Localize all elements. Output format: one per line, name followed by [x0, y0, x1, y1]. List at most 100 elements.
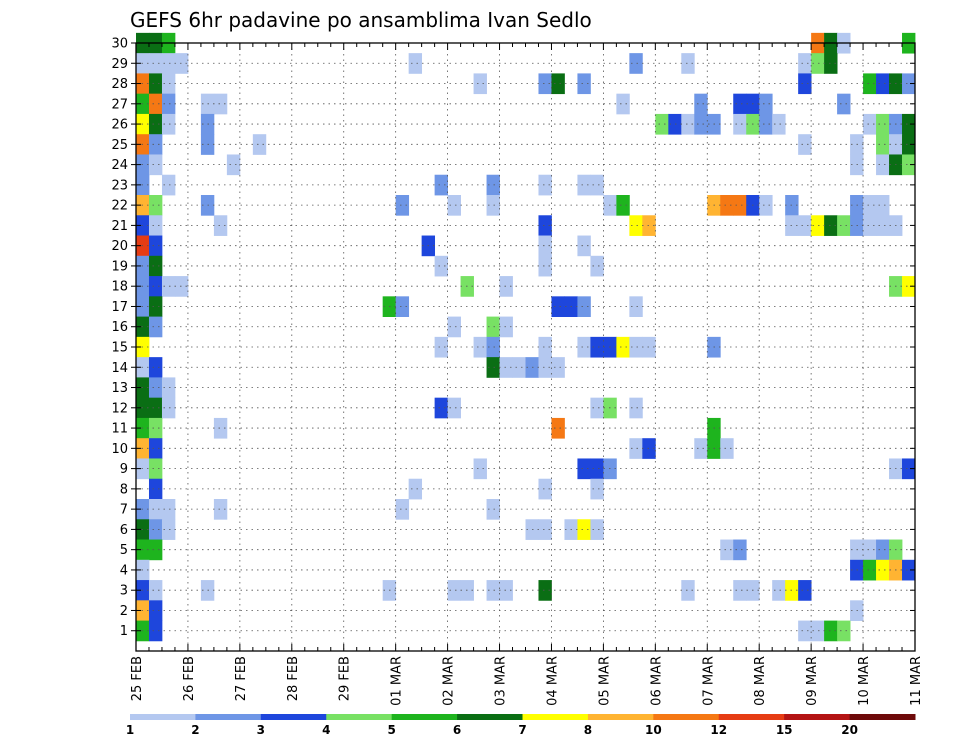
y-tick-label: 15: [111, 341, 128, 356]
heatmap-cell: [720, 195, 734, 216]
y-tick-label: 23: [111, 178, 128, 193]
heatmap-cell: [876, 539, 890, 561]
heatmap-cell: [642, 438, 656, 459]
y-tick-label: 21: [111, 219, 128, 234]
heatmap-cell: [642, 336, 656, 358]
heatmap-cell: [694, 113, 708, 135]
colorbar-label: 20: [841, 723, 858, 737]
heatmap-cell: [837, 620, 851, 642]
colorbar-segment: [653, 714, 720, 720]
heatmap-cell: [213, 93, 228, 115]
heatmap-cell: [590, 458, 604, 480]
heatmap-cell: [629, 336, 643, 358]
y-tick-label: 8: [120, 482, 128, 497]
heatmap-cell: [473, 458, 487, 480]
heatmap-cell: [148, 235, 163, 257]
heatmap-cell: [629, 397, 643, 419]
heatmap-cell: [486, 195, 500, 216]
y-tick-label: 17: [111, 300, 128, 315]
colorbar-segment: [522, 714, 589, 720]
heatmap-cell: [148, 417, 163, 439]
x-tick-label: 29 FEB: [338, 656, 353, 701]
colorbar-label: 12: [710, 723, 727, 737]
colorbar-label: 8: [584, 723, 592, 737]
heatmap-cell: [811, 53, 825, 74]
heatmap-cell: [148, 113, 163, 135]
heatmap-cell: [655, 113, 669, 135]
x-tick-label: 03 MAR: [494, 656, 509, 706]
x-tick-label: 25 FEB: [130, 656, 145, 701]
heatmap-cell: [538, 235, 552, 257]
colorbar-label: 3: [257, 723, 265, 737]
colorbar-segment: [718, 714, 785, 720]
heatmap-cell: [538, 580, 552, 601]
heatmap-cell: [148, 458, 163, 480]
x-tick-label: 07 MAR: [701, 656, 716, 706]
colorbar-label: 7: [518, 723, 526, 737]
heatmap-cell: [577, 336, 591, 358]
y-tick-label: 10: [111, 442, 128, 457]
heatmap-cell: [447, 397, 461, 419]
heatmap-cell: [694, 438, 708, 459]
heatmap-cell: [863, 559, 877, 581]
heatmap-cell: [551, 73, 565, 95]
heatmap-cell: [733, 93, 747, 115]
heatmap-cell: [499, 357, 513, 378]
heatmap-cell: [148, 134, 163, 155]
heatmap-cell: [486, 580, 500, 601]
x-tick-label: 11 MAR: [909, 656, 924, 706]
heatmap-cell: [616, 93, 630, 115]
colorbar-segment: [326, 714, 393, 720]
heatmap-cell: [395, 296, 410, 317]
colorbar-segment: [195, 714, 262, 720]
heatmap-cell: [577, 519, 591, 540]
heatmap-cell: [174, 53, 189, 74]
heatmap-cell: [590, 255, 604, 277]
y-tick-label: 22: [111, 199, 128, 214]
heatmap-cell: [733, 580, 747, 601]
heatmap-cell: [551, 296, 565, 317]
heatmap-cell: [408, 478, 423, 500]
heatmap-cell: [590, 519, 604, 540]
heatmap-cell: [174, 276, 189, 297]
heatmap-cell: [538, 73, 552, 95]
heatmap-cell: [148, 316, 163, 338]
heatmap-cell: [226, 154, 241, 176]
heatmap-cell: [876, 215, 890, 236]
heatmap-cell: [902, 154, 916, 176]
heatmap-cell: [863, 113, 877, 135]
y-tick-label: 5: [120, 543, 128, 558]
heatmap-cell: [538, 478, 552, 500]
heatmap-cell: [629, 438, 643, 459]
heatmap-cell: [447, 316, 461, 338]
heatmap-cell: [798, 580, 812, 601]
heatmap-cell: [759, 195, 773, 216]
heatmap-cell: [486, 499, 500, 520]
x-tick-label: 26 FEB: [182, 656, 197, 701]
x-tick-label: 08 MAR: [753, 656, 768, 706]
heatmap-cell: [798, 620, 812, 642]
heatmap-cell: [551, 357, 565, 378]
y-tick-label: 9: [120, 462, 128, 477]
heatmap-cell: [902, 559, 916, 581]
heatmap-cell: [902, 73, 916, 95]
heatmap-cell: [876, 559, 890, 581]
heatmap-cell: [681, 580, 695, 601]
heatmap-cell: [577, 296, 591, 317]
heatmap-cell: [863, 73, 877, 95]
heatmap-cell: [148, 93, 163, 115]
y-tick-label: 19: [111, 259, 128, 274]
y-tick-label: 14: [111, 361, 128, 376]
heatmap-cell: [629, 296, 643, 317]
colorbar-segment: [587, 714, 654, 720]
heatmap-cell: [590, 174, 604, 196]
heatmap-cell: [161, 53, 176, 74]
heatmap-cell: [577, 235, 591, 257]
y-tick-label: 27: [111, 97, 128, 112]
heatmap-cell: [538, 255, 552, 277]
y-tick-label: 2: [120, 604, 128, 619]
heatmap-cell: [148, 154, 163, 176]
heatmap-cell: [681, 113, 695, 135]
heatmap-cell: [798, 134, 812, 155]
heatmap-cell: [213, 417, 228, 439]
